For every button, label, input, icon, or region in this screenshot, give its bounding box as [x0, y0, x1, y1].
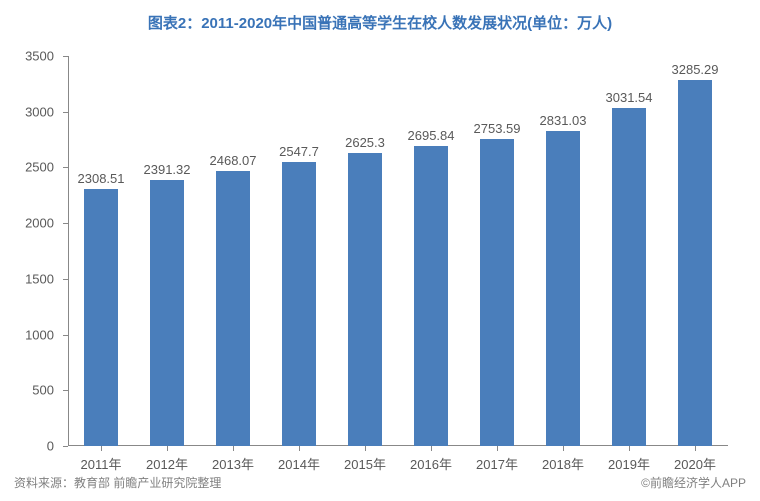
y-tick-label: 3500	[25, 49, 54, 64]
y-tick	[63, 167, 68, 168]
x-tick-label: 2015年	[344, 454, 386, 473]
x-tick	[299, 446, 300, 451]
bar-value-label: 2625.3	[345, 135, 385, 150]
chart-title: 图表2：2011-2020年中国普通高等学生在校人数发展状况(单位：万人)	[0, 0, 760, 33]
x-tick-label: 2012年	[146, 454, 188, 473]
bar	[414, 146, 448, 446]
y-tick	[63, 279, 68, 280]
y-axis-labels: 0500100015002000250030003500	[0, 56, 60, 446]
x-tick-label: 2017年	[476, 454, 518, 473]
bar-value-label: 2391.32	[144, 162, 191, 177]
y-tick-label: 2000	[25, 216, 54, 231]
bars: 2308.512011年2391.322012年2468.072013年2547…	[68, 56, 728, 446]
x-tick-label: 2019年	[608, 454, 650, 473]
source-text: 资料来源：教育部 前瞻产业研究院整理	[14, 474, 221, 491]
x-tick	[695, 446, 696, 451]
x-tick	[233, 446, 234, 451]
bar	[546, 131, 580, 446]
x-tick	[101, 446, 102, 451]
y-tick	[63, 112, 68, 113]
bar	[348, 153, 382, 446]
x-tick	[167, 446, 168, 451]
y-tick-label: 1000	[25, 327, 54, 342]
bar-value-label: 2831.03	[540, 113, 587, 128]
x-tick-label: 2016年	[410, 454, 452, 473]
bar	[216, 171, 250, 446]
x-tick	[431, 446, 432, 451]
y-tick	[63, 56, 68, 57]
x-tick-label: 2013年	[212, 454, 254, 473]
x-tick	[365, 446, 366, 451]
x-tick-label: 2014年	[278, 454, 320, 473]
x-tick	[563, 446, 564, 451]
bar	[678, 80, 712, 446]
y-tick	[63, 446, 68, 447]
x-tick-label: 2011年	[81, 454, 122, 473]
x-tick-label: 2018年	[542, 454, 584, 473]
y-tick	[63, 335, 68, 336]
bar	[480, 139, 514, 446]
bar	[612, 108, 646, 446]
bar-value-label: 2695.84	[408, 128, 455, 143]
x-tick	[629, 446, 630, 451]
x-tick-label: 2020年	[674, 454, 716, 473]
chart-container: 图表2：2011-2020年中国普通高等学生在校人数发展状况(单位：万人) 0 5…	[0, 0, 760, 501]
bar	[282, 162, 316, 446]
bar	[150, 180, 184, 446]
y-tick-label: 2500	[25, 160, 54, 175]
bar	[84, 189, 118, 446]
x-tick	[497, 446, 498, 451]
copyright-text: ©前瞻经济学人APP	[641, 474, 746, 491]
y-tick	[63, 390, 68, 391]
bar-value-label: 2308.51	[78, 171, 125, 186]
y-tick-label: 1500	[25, 271, 54, 286]
y-tick	[63, 223, 68, 224]
bar-value-label: 2547.7	[279, 144, 319, 159]
y-tick-label: 0	[47, 439, 54, 454]
y-tick-label: 3000	[25, 104, 54, 119]
bar-value-label: 2468.07	[210, 153, 257, 168]
bar-value-label: 3285.29	[672, 62, 719, 77]
y-tick-label: 500	[32, 383, 54, 398]
bar-value-label: 3031.54	[606, 90, 653, 105]
plot-area: 2308.512011年2391.322012年2468.072013年2547…	[68, 56, 728, 446]
bar-value-label: 2753.59	[474, 121, 521, 136]
